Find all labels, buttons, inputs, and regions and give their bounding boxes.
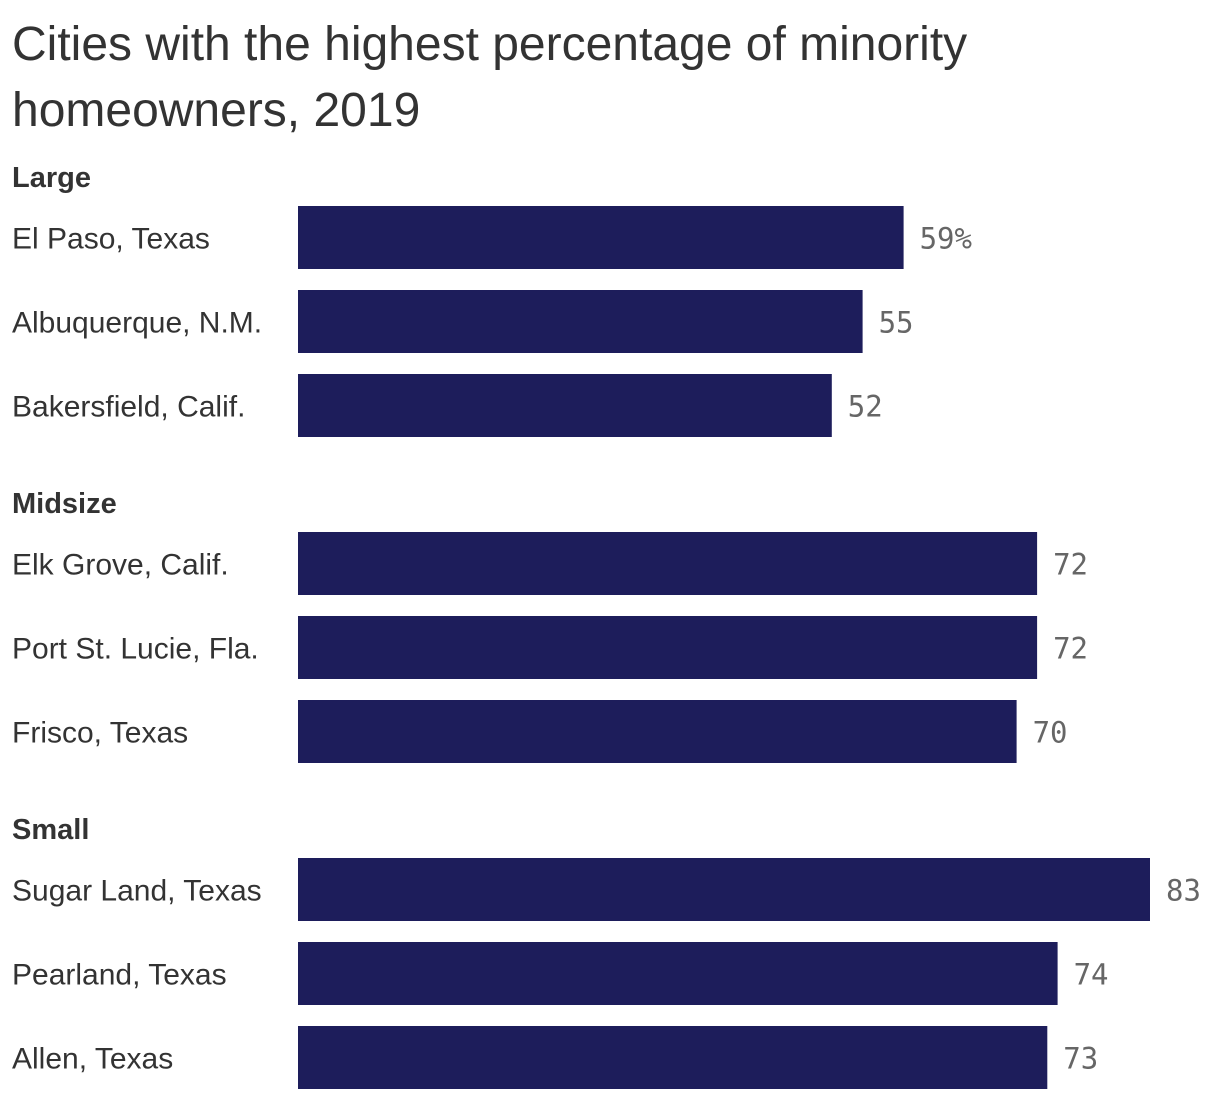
value-label: 55 [879,306,914,340]
category-label: Albuquerque, N.M. [12,307,262,340]
bar [298,700,1017,763]
bar [298,532,1038,595]
value-label: 83 [1166,874,1201,908]
category-label: Pearland, Texas [12,959,227,992]
category-label: El Paso, Texas [12,223,210,256]
value-label: 59% [920,222,972,256]
group-label-small: Small [12,814,89,846]
bar [298,290,863,353]
bar [298,858,1150,921]
value-label: 73 [1063,1042,1098,1076]
bar [298,616,1038,679]
category-label: Allen, Texas [12,1043,173,1076]
value-label: 72 [1053,548,1088,582]
chart-title: Cities with the highest percentage of mi… [12,18,968,137]
bar [298,942,1058,1005]
category-label: Elk Grove, Calif. [12,549,229,582]
group-label-large: Large [12,162,91,194]
value-label: 74 [1074,958,1109,992]
group-label-midsize: Midsize [12,488,117,520]
category-label: Frisco, Texas [12,717,188,750]
value-label: 72 [1053,632,1088,666]
category-label: Bakersfield, Calif. [12,391,245,424]
value-label: 70 [1033,716,1068,750]
category-label: Sugar Land, Texas [12,875,262,908]
value-label: 52 [848,390,883,424]
bar [298,1026,1048,1089]
category-label: Port St. Lucie, Fla. [12,633,259,666]
bar [298,374,832,437]
bar [298,206,904,269]
